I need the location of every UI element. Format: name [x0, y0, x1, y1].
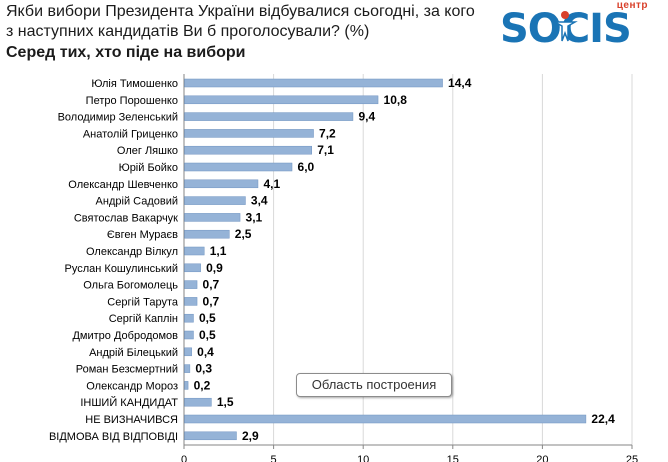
bar: [184, 364, 191, 373]
data-label: 0,9: [206, 261, 223, 275]
category-label: ІНШИЙ КАНДИДАТ: [80, 396, 178, 409]
category-label: Олег Ляшко: [117, 145, 178, 157]
logo-top-label: центр: [616, 0, 648, 11]
data-label: 6,0: [298, 160, 315, 174]
x-tick-label: 25: [626, 454, 638, 462]
category-label: Ольга Богомолець: [83, 280, 178, 292]
category-label: Юрій Бойко: [119, 162, 178, 174]
data-label: 1,1: [210, 244, 227, 258]
bar: [184, 381, 189, 390]
data-label: 9,4: [358, 110, 375, 124]
x-tick-label: 10: [357, 454, 369, 462]
data-label: 4,1: [263, 177, 280, 191]
x-tick-label: 0: [181, 454, 187, 462]
category-label: Олександр Шевченко: [68, 179, 178, 191]
category-label: Олександр Вілкул: [86, 246, 178, 258]
category-label: Сергій Тарута: [107, 296, 179, 308]
category-label: Святослав Вакарчук: [74, 212, 178, 224]
category-label: Дмитро Добродомов: [72, 330, 178, 342]
category-label: Юлія Тимошенко: [91, 78, 178, 90]
data-label: 2,5: [235, 227, 252, 241]
bar: [184, 196, 246, 205]
bar: [184, 330, 194, 340]
x-tick-label: 5: [271, 454, 277, 462]
socis-logo: центр SOCIS: [494, 0, 666, 52]
category-label: Роман Безсмертний: [76, 364, 178, 376]
category-label: Руслан Кошулинський: [65, 263, 178, 275]
bar: [184, 145, 312, 155]
bar: [184, 347, 192, 357]
bar: [184, 246, 205, 256]
bar: [184, 431, 237, 441]
chart-subtitle: Серед тих, хто піде на вибори: [6, 44, 246, 61]
category-label: Сергій Каплін: [109, 313, 178, 325]
data-label: 14,4: [448, 76, 472, 90]
chart-title: Якби вибори Президента України відбували…: [6, 3, 475, 40]
category-label: Володимир Зеленський: [58, 112, 178, 124]
bar: [184, 95, 379, 105]
plot-area-tooltip: Область построения: [296, 373, 452, 397]
bar: [184, 313, 194, 323]
bar: [184, 78, 443, 88]
category-label: Андрій Білецький: [89, 347, 178, 359]
bar: [184, 129, 314, 138]
bar: [184, 179, 259, 189]
category-label: Анатолій Гриценко: [83, 128, 178, 140]
x-tick-label: 15: [447, 454, 459, 462]
data-label: 0,5: [199, 311, 216, 325]
category-label: Андрій Садовий: [96, 196, 178, 208]
data-label: 10,8: [384, 93, 408, 107]
data-label: 3,1: [246, 210, 263, 224]
data-label: 0,3: [195, 362, 212, 376]
category-label: Олександр Мороз: [86, 380, 178, 392]
data-label: 3,4: [251, 194, 268, 208]
bar: [184, 414, 587, 424]
data-label: 0,7: [203, 278, 220, 292]
category-label: Петро Порошенко: [86, 95, 178, 107]
bar-chart[interactable]: 0 5 10 15 20 25 Юлія Тимошенко 14,4 Петро Пороше…: [0, 72, 668, 462]
data-label: 0,7: [203, 294, 220, 308]
category-label: ВІДМОВА ВІД ВІДПОВІДІ: [49, 431, 178, 443]
data-label: 7,2: [319, 126, 336, 140]
data-label: 0,5: [199, 328, 216, 342]
bar: [184, 280, 198, 289]
logo-person-icon: [552, 11, 578, 42]
data-label: 22,4: [591, 412, 615, 426]
bar: [184, 213, 241, 222]
data-label: 0,4: [197, 345, 214, 359]
data-label: 7,1: [317, 143, 334, 157]
bar: [184, 112, 354, 121]
x-tick-label: 20: [536, 454, 548, 462]
bar: [184, 229, 230, 239]
category-label: НЕ ВИЗНАЧИВСЯ: [85, 414, 178, 426]
bar: [184, 297, 198, 306]
bar: [184, 397, 212, 407]
data-label: 0,2: [194, 378, 211, 392]
bar: [184, 162, 293, 172]
bar: [184, 263, 201, 273]
category-label: Євген Мураєв: [107, 229, 178, 241]
data-label: 2,9: [242, 429, 259, 443]
data-label: 1,5: [217, 395, 234, 409]
